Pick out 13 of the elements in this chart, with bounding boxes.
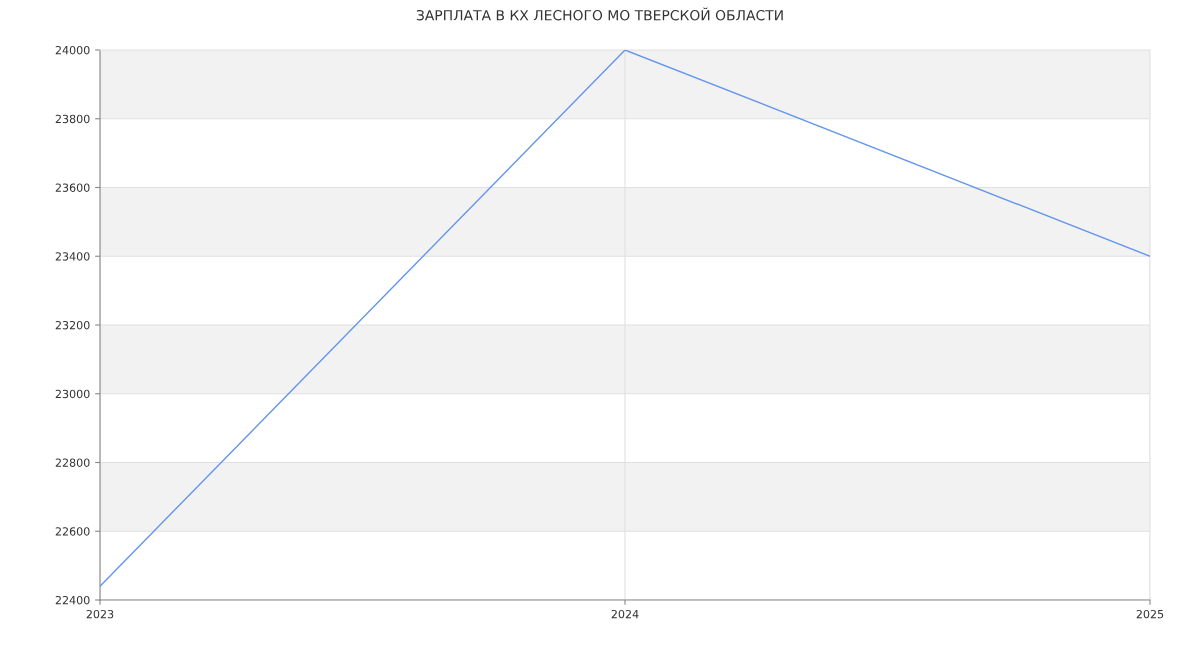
- y-tick-label: 22800: [55, 458, 90, 467]
- y-tick-label: 23400: [55, 252, 90, 261]
- y-tick-label: 23600: [55, 183, 90, 192]
- y-tick-label: 24000: [55, 45, 90, 55]
- x-tick-label: 2025: [1136, 609, 1164, 619]
- y-tick-label: 23200: [55, 320, 90, 330]
- y-tick-label: 23800: [55, 114, 90, 124]
- x-tick-label: 2023: [86, 609, 114, 619]
- x-tick-label: 2024: [611, 609, 639, 619]
- y-tick-label: 22400: [55, 595, 90, 605]
- chart-title: ЗАРПЛАТА В КХ ЛЕСНОГО МО ТВЕРСКОЙ ОБЛАСТИ: [416, 7, 783, 21]
- y-tick-label: 22600: [55, 527, 90, 536]
- y-tick-label: 23000: [55, 389, 90, 399]
